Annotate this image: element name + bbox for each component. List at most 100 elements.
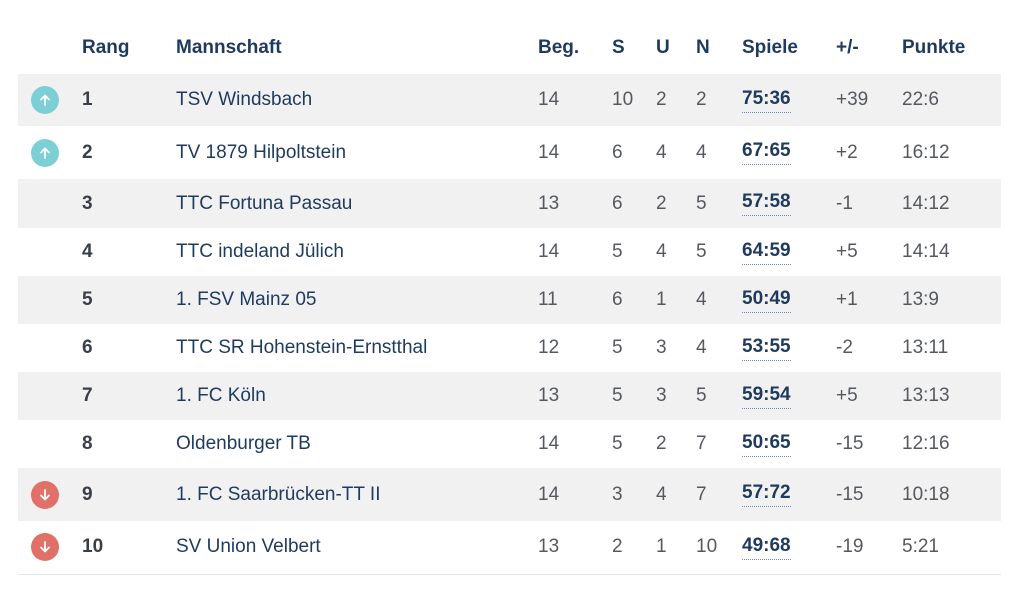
games-score-link[interactable]: 67:65 xyxy=(742,140,791,165)
draws-cell: 4 xyxy=(656,141,667,163)
points-cell: 12:16 xyxy=(902,433,950,454)
games-score-link[interactable]: 75:36 xyxy=(742,88,791,113)
header-u: U xyxy=(656,37,670,58)
rank-cell: 6 xyxy=(82,337,93,358)
diff-cell: +5 xyxy=(836,241,858,262)
standings-table: Rang Mannschaft Beg. S U N Spiele +/- Pu… xyxy=(18,22,1001,573)
games-cell: 57:72 xyxy=(742,468,791,521)
rank-cell: 10 xyxy=(82,536,104,557)
table-row: 10 SV Union Velbert 13 2 1 10 -19 5:21 49:68 xyxy=(18,521,1001,573)
rank-cell: 1 xyxy=(82,89,93,110)
losses-cell: 4 xyxy=(696,337,707,358)
games-cell: 50:49 xyxy=(742,276,791,324)
wins-cell: 6 xyxy=(612,141,623,163)
matches-played-cell: 14 xyxy=(538,89,560,110)
diff-cell: -2 xyxy=(836,337,853,358)
matches-played-cell: 14 xyxy=(538,241,560,262)
header-rang: Rang xyxy=(82,37,130,58)
diff-cell: -15 xyxy=(836,433,864,454)
table-row: 8 Oldenburger TB 14 5 2 7 -15 12:16 50:65 xyxy=(18,420,1001,468)
losses-cell: 7 xyxy=(696,483,707,505)
games-cell: 64:59 xyxy=(742,228,791,276)
table-row: 2 TV 1879 Hilpoltstein 14 6 4 4 +2 16:12 67:65 xyxy=(18,126,1001,179)
losses-cell: 5 xyxy=(696,385,707,406)
team-name: Oldenburger TB xyxy=(176,433,311,454)
arrow-up-icon xyxy=(31,138,59,167)
draws-cell: 2 xyxy=(656,192,667,214)
trend-cell xyxy=(30,126,60,179)
trend-cell xyxy=(30,276,60,324)
header-diff: +/- xyxy=(836,37,859,58)
matches-played-cell: 13 xyxy=(538,536,560,557)
points-cell: 16:12 xyxy=(902,141,950,163)
diff-cell: +5 xyxy=(836,385,858,406)
losses-cell: 10 xyxy=(696,536,718,557)
matches-played-cell: 14 xyxy=(538,141,560,163)
diff-cell: -19 xyxy=(836,536,864,557)
matches-played-cell: 13 xyxy=(538,192,560,214)
wins-cell: 3 xyxy=(612,483,623,505)
rank-cell: 4 xyxy=(82,241,93,262)
games-score-link[interactable]: 53:55 xyxy=(742,336,791,361)
games-score-link[interactable]: 50:65 xyxy=(742,432,791,457)
games-cell: 53:55 xyxy=(742,324,791,372)
table-row: 7 1. FC Köln 13 5 3 5 +5 13:13 59:54 xyxy=(18,372,1001,420)
header-beg: Beg. xyxy=(538,37,580,58)
points-cell: 22:6 xyxy=(902,89,939,110)
draws-cell: 4 xyxy=(656,241,667,262)
games-score-link[interactable]: 57:58 xyxy=(742,191,791,216)
losses-cell: 4 xyxy=(696,141,707,163)
games-cell: 75:36 xyxy=(742,74,791,126)
trend-cell xyxy=(30,372,60,420)
team-name: 1. FSV Mainz 05 xyxy=(176,289,317,310)
losses-cell: 5 xyxy=(696,192,707,214)
draws-cell: 1 xyxy=(656,536,667,557)
games-cell: 57:58 xyxy=(742,179,791,228)
diff-cell: -1 xyxy=(836,192,853,214)
team-name: 1. FC Köln xyxy=(176,385,266,406)
matches-played-cell: 11 xyxy=(538,289,558,310)
team-name: TTC indeland Jülich xyxy=(176,241,344,262)
games-cell: 50:65 xyxy=(742,420,791,468)
trend-cell xyxy=(30,468,60,521)
points-cell: 14:14 xyxy=(902,241,950,262)
points-cell: 14:12 xyxy=(902,192,950,214)
table-row: 3 TTC Fortuna Passau 13 6 2 5 -1 14:12 57:58 xyxy=(18,179,1001,228)
matches-played-cell: 14 xyxy=(538,433,560,454)
diff-cell: +1 xyxy=(836,289,858,310)
table-row: 1 TSV Windsbach 14 10 2 2 +39 22:6 75:36 xyxy=(18,74,1001,126)
games-score-link[interactable]: 57:72 xyxy=(742,482,791,507)
draws-cell: 3 xyxy=(656,337,667,358)
losses-cell: 2 xyxy=(696,89,707,110)
wins-cell: 6 xyxy=(612,192,623,214)
team-name: SV Union Velbert xyxy=(176,536,321,557)
points-cell: 5:21 xyxy=(902,536,939,557)
trend-cell xyxy=(30,74,60,126)
matches-played-cell: 14 xyxy=(538,483,560,505)
games-score-link[interactable]: 59:54 xyxy=(742,384,791,409)
header-spiele: Spiele xyxy=(742,37,798,58)
points-cell: 13:13 xyxy=(902,385,950,406)
table-body: 1 TSV Windsbach 14 10 2 2 +39 22:6 75:36 2 TV 1879… xyxy=(18,74,1001,573)
team-name: TSV Windsbach xyxy=(176,89,313,110)
games-score-link[interactable]: 64:59 xyxy=(742,240,791,265)
trend-cell xyxy=(30,521,60,573)
header-n: N xyxy=(696,37,710,58)
trend-cell xyxy=(30,228,60,276)
games-score-link[interactable]: 50:49 xyxy=(742,288,791,313)
arrow-up-icon xyxy=(31,86,59,114)
diff-cell: +2 xyxy=(836,141,858,163)
rank-cell: 5 xyxy=(82,289,93,310)
wins-cell: 5 xyxy=(612,337,623,358)
diff-cell: -15 xyxy=(836,483,864,505)
diff-cell: +39 xyxy=(836,89,869,110)
team-name: 1. FC Saarbrücken-TT II xyxy=(176,483,381,505)
losses-cell: 4 xyxy=(696,289,707,310)
trend-cell xyxy=(30,179,60,228)
rank-cell: 8 xyxy=(82,433,93,454)
trend-cell xyxy=(30,420,60,468)
table-row: 4 TTC indeland Jülich 14 5 4 5 +5 14:14 64:59 xyxy=(18,228,1001,276)
games-score-link[interactable]: 49:68 xyxy=(742,535,791,560)
matches-played-cell: 13 xyxy=(538,385,560,406)
table-header: Rang Mannschaft Beg. S U N Spiele +/- Pu… xyxy=(18,22,1001,74)
